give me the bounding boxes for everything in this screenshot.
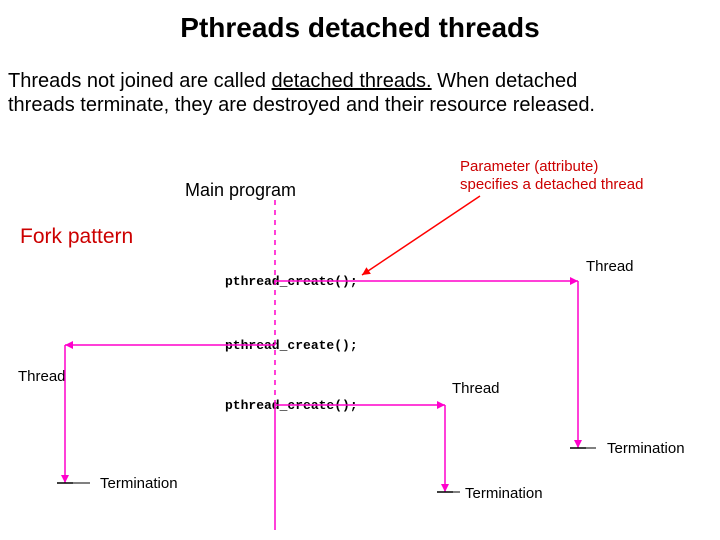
main-program-label: Main program [185, 180, 296, 201]
desc-underlined: detached threads. [272, 70, 432, 92]
thread-label: Thread [18, 368, 66, 385]
pthread-create-call: pthread_create(); [225, 274, 358, 289]
page-title: Pthreads detached threads [0, 12, 720, 44]
termination-label: Termination [100, 475, 178, 492]
param-note-line1: Parameter (attribute) [460, 158, 598, 175]
pthread-create-call: pthread_create(); [225, 398, 358, 413]
description-line2: threads terminate, they are destroyed an… [8, 94, 595, 117]
desc-pre: Threads not joined are called [8, 70, 272, 92]
termination-label: Termination [607, 440, 685, 457]
param-note-line2: specifies a detached thread [460, 176, 643, 193]
description-line1: Threads not joined are called detached t… [8, 70, 577, 93]
thread-label: Thread [452, 380, 500, 397]
fork-pattern-label: Fork pattern [20, 225, 133, 249]
termination-label: Termination [465, 485, 543, 502]
thread-label: Thread [586, 258, 634, 275]
desc-post: When detached [432, 70, 578, 92]
pthread-create-call: pthread_create(); [225, 338, 358, 353]
